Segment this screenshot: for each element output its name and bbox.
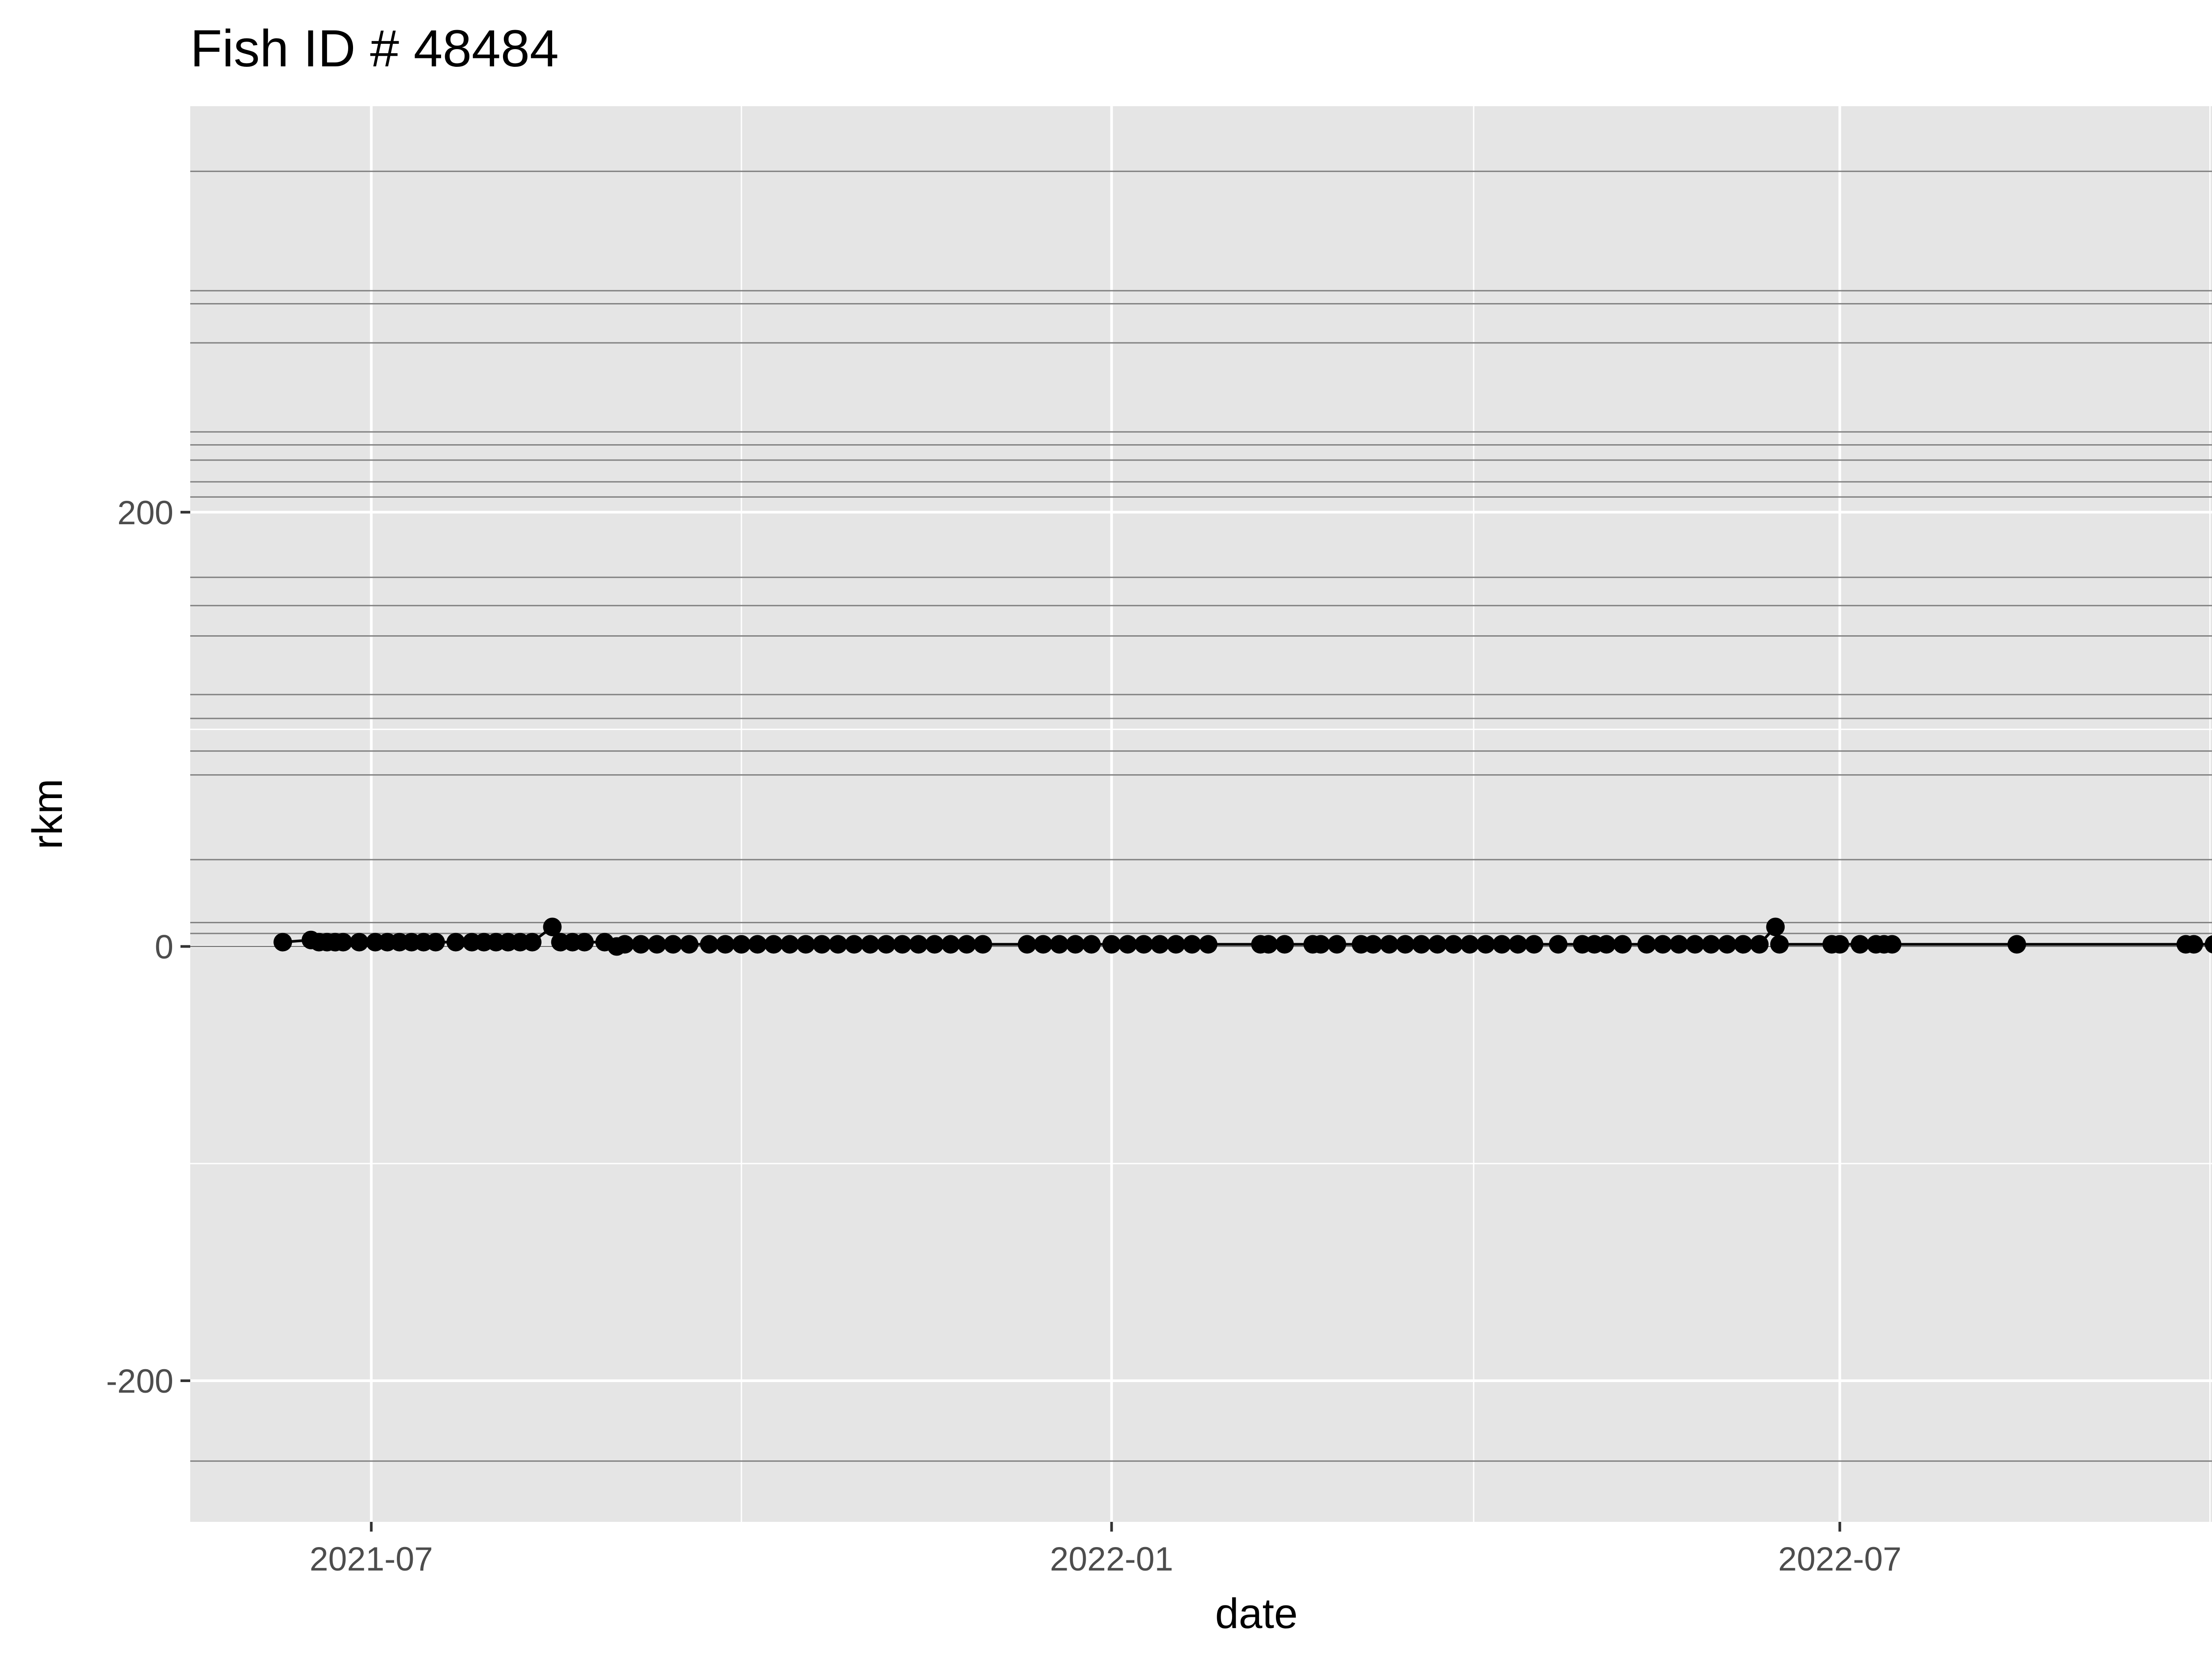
data-point — [426, 933, 445, 952]
data-point — [1412, 935, 1431, 954]
x-axis: 2021-07 2022-01 2022-07 — [310, 1522, 1901, 1578]
data-point — [860, 935, 879, 954]
data-point — [893, 935, 912, 954]
data-point — [796, 935, 815, 954]
data-point — [631, 935, 650, 954]
data-point — [973, 935, 992, 954]
y-axis: 200 0 -200 — [106, 494, 190, 1400]
data-point — [716, 935, 735, 954]
data-point — [2185, 935, 2203, 954]
data-point — [1718, 935, 1736, 954]
data-point — [1770, 935, 1789, 954]
data-point — [680, 935, 699, 954]
data-point — [350, 933, 369, 952]
data-point — [1734, 935, 1753, 954]
plot-panel — [190, 106, 2212, 1522]
data-point — [1701, 935, 1720, 954]
data-point — [877, 935, 896, 954]
data-point — [1750, 935, 1769, 954]
data-point — [1525, 935, 1544, 954]
data-point — [1150, 935, 1169, 954]
data-point — [909, 935, 928, 954]
data-point — [1034, 935, 1052, 954]
data-point — [1851, 935, 1870, 954]
x-tick-label: 2022-01 — [1050, 1540, 1173, 1578]
data-point — [1134, 935, 1153, 954]
data-point — [1396, 935, 1415, 954]
data-point — [957, 935, 976, 954]
data-point — [664, 935, 683, 954]
data-point — [523, 933, 541, 952]
data-point — [1669, 935, 1688, 954]
data-point — [780, 935, 799, 954]
data-point — [1509, 935, 1528, 954]
series-track — [273, 918, 2212, 956]
data-point — [1167, 935, 1186, 954]
data-point — [1549, 935, 1568, 954]
data-point — [1460, 935, 1479, 954]
data-point — [1275, 935, 1294, 954]
data-point — [647, 935, 666, 954]
data-point — [1637, 935, 1656, 954]
data-point — [446, 933, 465, 952]
data-point — [812, 935, 831, 954]
data-point — [1476, 935, 1495, 954]
data-point — [1198, 935, 1217, 954]
data-point — [941, 935, 960, 954]
data-point — [543, 918, 562, 937]
data-point — [1597, 935, 1616, 954]
data-point — [1363, 935, 1382, 954]
data-point — [1686, 935, 1705, 954]
y-tick-label: 200 — [117, 494, 173, 532]
data-point — [1102, 935, 1121, 954]
x-tick-label: 2021-07 — [310, 1540, 433, 1578]
data-point — [1066, 935, 1085, 954]
data-point — [1653, 935, 1672, 954]
data-point — [1830, 935, 1849, 954]
y-tick-label: -200 — [106, 1363, 173, 1400]
data-point — [1050, 935, 1069, 954]
data-point — [764, 935, 783, 954]
data-point — [273, 933, 292, 952]
x-tick-label: 2022-07 — [1778, 1540, 1901, 1578]
data-point — [334, 933, 353, 952]
minor-gridlines — [190, 106, 2212, 1522]
data-point — [700, 935, 719, 954]
data-point — [1118, 935, 1137, 954]
data-point — [2204, 935, 2212, 954]
data-point — [1492, 935, 1511, 954]
data-point — [1613, 935, 1632, 954]
y-axis-title: rkm — [24, 779, 71, 849]
y-tick-label: 0 — [155, 928, 173, 966]
data-point — [615, 935, 634, 954]
data-point — [1444, 935, 1463, 954]
data-point — [2007, 935, 2026, 954]
data-point — [732, 935, 751, 954]
data-point — [1327, 935, 1346, 954]
x-axis-title: date — [1215, 1590, 1298, 1637]
data-point — [845, 935, 864, 954]
data-point — [1259, 935, 1278, 954]
data-point — [748, 935, 767, 954]
data-point — [575, 933, 594, 952]
data-point — [1082, 935, 1101, 954]
data-point — [1183, 935, 1202, 954]
chart-title: Fish ID # 48484 — [190, 19, 559, 78]
data-point — [1018, 935, 1037, 954]
data-point — [829, 935, 848, 954]
data-point — [1766, 918, 1785, 937]
data-point — [925, 935, 944, 954]
data-point — [1380, 935, 1399, 954]
data-point — [1428, 935, 1447, 954]
data-point — [1311, 935, 1330, 954]
data-point — [1882, 935, 1901, 954]
